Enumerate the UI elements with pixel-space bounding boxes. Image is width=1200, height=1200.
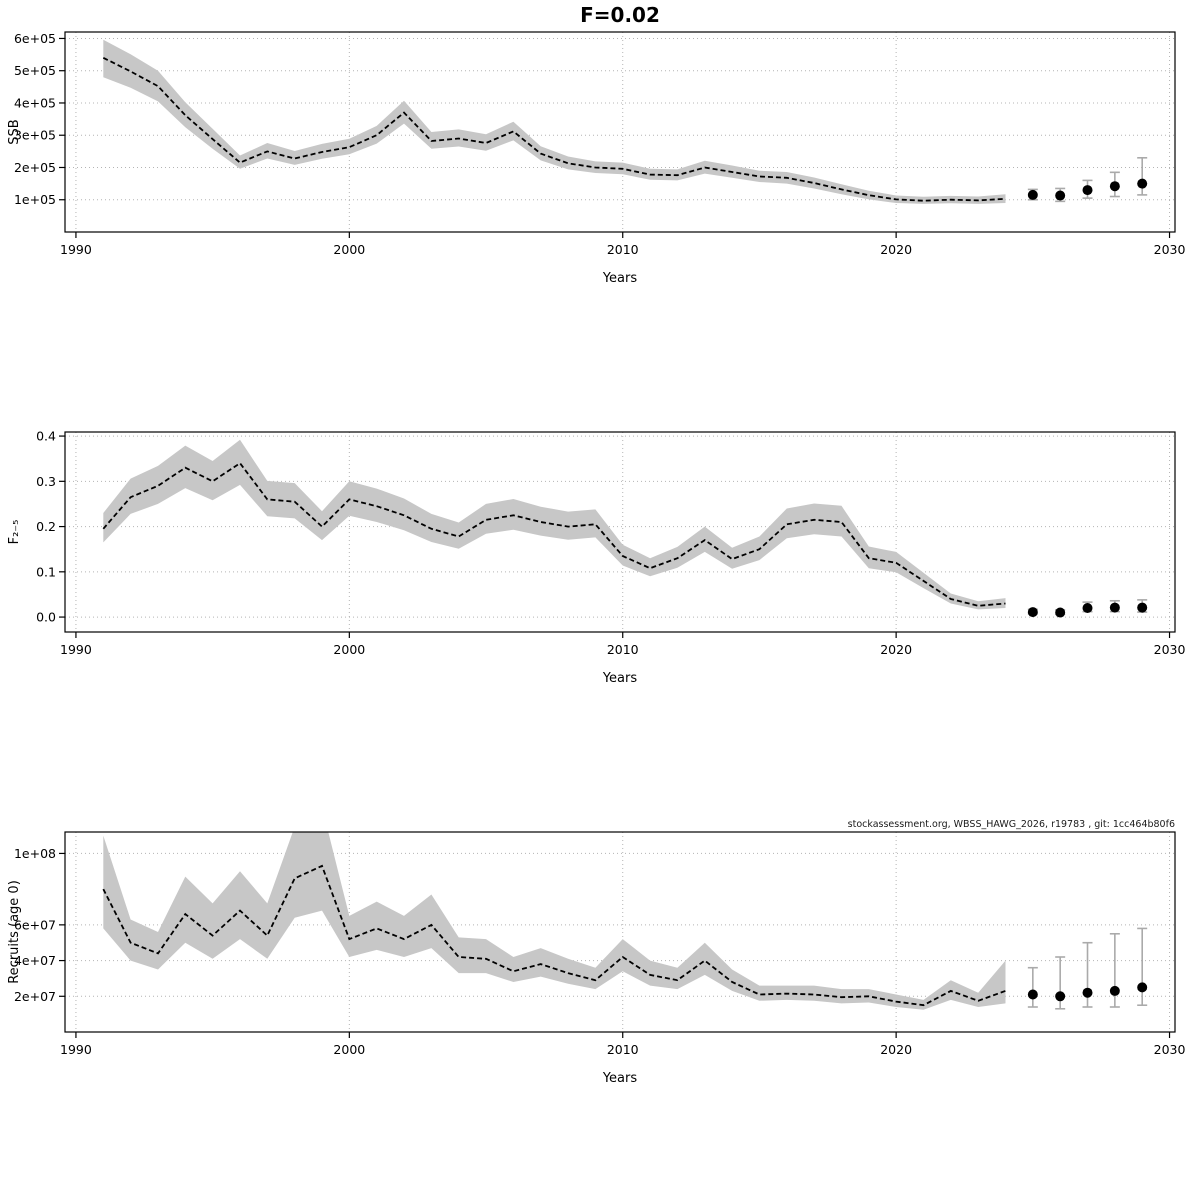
fbar-x-tick-label: 2020	[880, 642, 912, 657]
ssb-forecast-points	[1027, 157, 1148, 203]
ssb-y-axis-title: SSB	[7, 119, 22, 144]
ssb-y-tick-label: 2e+05	[14, 160, 56, 175]
recruits-forecast-point	[1137, 982, 1148, 993]
fbar-axes: 1990 2000 2010 2020 2030 0.0 0.1 0.2 0.3 0.4 Years…	[7, 429, 1185, 686]
ssb-x-tick-label: 1990	[60, 242, 92, 257]
ssb-y-tick-label: 3e+05	[14, 128, 56, 143]
fbar-grid	[65, 432, 1175, 632]
ssb-forecast-point	[1109, 181, 1120, 192]
ssb-plot-box	[64, 31, 1176, 233]
recruits-plot-box	[64, 831, 1176, 1033]
fbar-y-axis-title: F₂₋₅	[7, 520, 22, 545]
recruits-y-tick-label: 1e+08	[14, 846, 56, 861]
fbar-plot-box	[64, 431, 1176, 633]
fbar-y-tick-label: 0.3	[36, 474, 56, 489]
fbar-x-tick-label: 2000	[333, 642, 365, 657]
recruits-x-tick-label: 2020	[880, 1042, 912, 1057]
ssb-forecast-point	[1082, 185, 1093, 196]
fbar-series	[102, 439, 1006, 610]
recruits-confidence-band	[103, 832, 1006, 1010]
ssb-series	[102, 39, 1006, 204]
ssb-estimate-line	[102, 56, 1006, 202]
ssb-forecast-point	[1137, 178, 1148, 189]
fbar-x-axis-title: Years	[602, 671, 638, 686]
ssb-y-tick-label: 4e+05	[14, 95, 56, 110]
fbar-x-tick-label: 2010	[607, 642, 639, 657]
fbar-panel: 1990 2000 2010 2020 2030 0.0 0.1 0.2 0.3 0.4 Years…	[7, 429, 1185, 686]
ssb-x-tick-label: 2010	[607, 242, 639, 257]
ssb-axes: 1990 2000 2010 2020 2030 1e+05 2e+05 3e+05 4e+05…	[7, 31, 1185, 286]
recruits-estimate-line	[102, 864, 1006, 1007]
fbar-y-tick-label: 0.2	[36, 519, 56, 534]
recruits-forecast-point	[1109, 985, 1120, 996]
fbar-y-tick-label: 0.4	[36, 429, 56, 444]
ssb-y-tick-label: 6e+05	[14, 31, 56, 46]
recruits-forecast-point	[1027, 989, 1038, 1000]
ssb-x-tick-label: 2030	[1154, 242, 1186, 257]
fbar-forecast-point	[1082, 603, 1093, 614]
fbar-x-tick-label: 1990	[60, 642, 92, 657]
fbar-forecast-point	[1027, 607, 1038, 618]
fbar-x-tick-label: 2030	[1154, 642, 1186, 657]
ssb-x-tick-label: 2020	[880, 242, 912, 257]
ssb-y-tick-label: 5e+05	[14, 63, 56, 78]
ssb-x-axis-title: Years	[602, 271, 638, 286]
recruits-y-tick-label: 4e+07	[14, 953, 56, 968]
ssb-y-tick-label: 1e+05	[14, 192, 56, 207]
fbar-forecast-point	[1137, 602, 1148, 613]
recruits-forecast-point	[1082, 987, 1093, 998]
fbar-forecast-point	[1055, 607, 1066, 618]
recruits-y-tick-label: 2e+07	[14, 989, 56, 1004]
ssb-grid	[65, 32, 1175, 232]
recruits-y-tick-label: 6e+07	[14, 917, 56, 932]
recruits-y-axis-title: Recruits (age 0)	[7, 880, 22, 984]
ssb-forecast-point	[1055, 190, 1066, 201]
recruits-x-tick-label: 2010	[607, 1042, 639, 1057]
recruits-panel: 1990 2000 2010 2020 2030 2e+07 4e+07 6e+07 1e+08…	[7, 831, 1185, 1086]
fbar-confidence-band	[103, 439, 1006, 610]
recruits-forecast-points	[1027, 927, 1148, 1010]
recruits-series	[102, 832, 1006, 1010]
ssb-forecast-point	[1027, 189, 1038, 200]
recruits-x-tick-label: 2030	[1154, 1042, 1186, 1057]
recruits-forecast-point	[1055, 991, 1066, 1002]
fbar-forecast-points	[1027, 599, 1148, 618]
recruits-x-axis-title: Years	[602, 1071, 638, 1086]
fbar-forecast-point	[1109, 602, 1120, 613]
fbar-y-tick-label: 0.0	[36, 610, 56, 625]
ssb-confidence-band	[103, 39, 1006, 204]
figure-title: F=0.02	[580, 3, 660, 27]
fbar-y-tick-label: 0.1	[36, 564, 56, 579]
watermark-text: stockassessment.org, WBSS_HAWG_2026, r19…	[847, 819, 1175, 830]
recruits-axes: 1990 2000 2010 2020 2030 2e+07 4e+07 6e+07 1e+08…	[7, 846, 1185, 1086]
recruits-x-tick-label: 1990	[60, 1042, 92, 1057]
recruits-x-tick-label: 2000	[333, 1042, 365, 1057]
ssb-x-tick-label: 2000	[333, 242, 365, 257]
ssb-panel: 1990 2000 2010 2020 2030 1e+05 2e+05 3e+05 4e+05…	[7, 31, 1185, 286]
